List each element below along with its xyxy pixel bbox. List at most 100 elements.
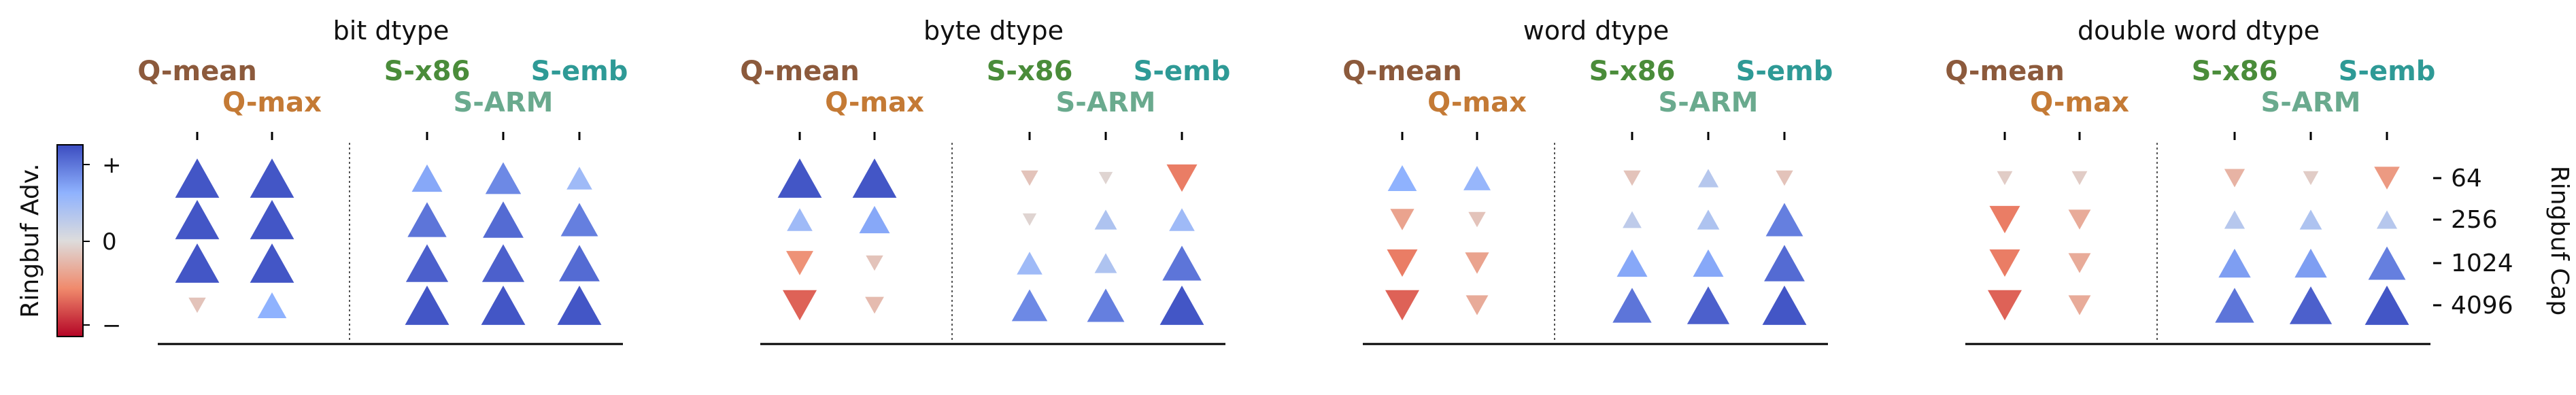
marker-up <box>405 244 449 282</box>
marker-up <box>566 167 592 190</box>
column-label: S-ARM <box>1659 87 1759 118</box>
marker-up <box>481 286 526 325</box>
marker-up <box>2289 286 2333 324</box>
marker-up <box>1387 165 1417 191</box>
y-tick-label: 1024 <box>2451 250 2513 277</box>
y-axis: Ringbuf Cap 64 256 1024 4096 <box>2433 165 2573 320</box>
column-label: S-ARM <box>1056 87 1156 118</box>
marker-up <box>405 286 450 325</box>
marker-up <box>859 205 890 234</box>
marker-down <box>2068 209 2091 230</box>
marker-down <box>188 297 206 313</box>
colorbar: + 0 − Ringbuf Adv. <box>16 144 122 339</box>
marker-down <box>786 251 813 275</box>
y-axis-label: Ringbuf Cap <box>2545 166 2573 316</box>
marker-up <box>1011 289 1048 322</box>
marker-down <box>1468 211 1486 228</box>
marker-up <box>1094 253 1117 273</box>
panel-title: double word dtype <box>2078 16 2320 46</box>
y-tick-label: 256 <box>2451 206 2498 234</box>
column-label: Q-mean <box>1945 56 2065 87</box>
marker-down <box>2374 167 2400 190</box>
marker-up <box>1616 249 1648 277</box>
column-label: S-emb <box>1134 56 1231 87</box>
marker-up <box>777 158 822 198</box>
colorbar-tick-label: 0 <box>102 228 117 256</box>
colorbar-tick-label: + <box>102 152 122 179</box>
marker-up <box>483 201 524 238</box>
colorbar-label: Ringbuf Adv. <box>16 163 44 317</box>
marker-up <box>175 243 220 283</box>
column-label: Q-max <box>1427 87 1527 118</box>
marker-down <box>1098 171 1113 185</box>
column-label: Q-max <box>222 87 322 118</box>
marker-up <box>787 208 813 231</box>
colorbar-tick-label: − <box>102 312 122 339</box>
marker-up <box>2294 248 2327 278</box>
column-label: S-emb <box>531 56 628 87</box>
marker-down <box>1776 170 1793 186</box>
marker-up <box>2215 288 2254 323</box>
marker-up <box>1159 286 1204 325</box>
marker-down <box>2303 171 2319 186</box>
marker-down <box>1989 249 2020 277</box>
column-label: S-emb <box>1736 56 1833 87</box>
marker-up <box>852 158 897 198</box>
marker-up <box>257 292 287 318</box>
marker-down <box>2224 169 2245 188</box>
marker-down <box>865 296 884 314</box>
marker-down <box>1387 249 1418 277</box>
marker-up <box>1169 208 1195 231</box>
column-label: S-emb <box>2339 56 2436 87</box>
panel-title: bit dtype <box>333 16 450 46</box>
marker-down <box>1465 252 1489 274</box>
y-tick-label: 64 <box>2451 165 2482 192</box>
marker-up <box>175 200 220 239</box>
marker-up <box>1094 209 1117 230</box>
marker-up <box>485 162 522 194</box>
column-label: Q-max <box>2030 87 2129 118</box>
marker-up <box>250 200 294 239</box>
marker-down <box>1997 171 2013 186</box>
marker-up <box>411 164 443 192</box>
marker-up <box>2299 209 2322 230</box>
marker-up <box>1693 249 1724 277</box>
marker-up <box>1687 286 1730 324</box>
marker-up <box>1762 286 1807 325</box>
marker-down <box>1021 170 1038 186</box>
marker-up <box>1697 209 1720 230</box>
marker-down <box>1989 205 2020 234</box>
marker-up <box>250 243 294 283</box>
marker-down <box>1166 164 1198 192</box>
marker-up <box>1764 245 1805 281</box>
column-label: Q-mean <box>740 56 860 87</box>
marker-up <box>481 244 525 282</box>
marker-up <box>560 203 598 237</box>
marker-up <box>1463 166 1491 190</box>
column-label: Q-mean <box>1342 56 1462 87</box>
marker-down <box>1022 213 1037 226</box>
marker-up <box>1162 245 1202 281</box>
marker-up <box>407 202 447 237</box>
column-label: S-x86 <box>1589 56 1676 87</box>
marker-up <box>250 158 294 198</box>
panels: bit dtypeQ-meanQ-maxS-x86S-ARMS-embbyte … <box>137 16 2436 345</box>
marker-up <box>2376 210 2398 229</box>
column-label: S-x86 <box>2192 56 2278 87</box>
marker-down <box>783 290 817 321</box>
column-label: Q-mean <box>137 56 257 87</box>
column-label: Q-max <box>825 87 924 118</box>
column-label: S-ARM <box>2261 87 2361 118</box>
marker-up <box>1765 203 1803 237</box>
marker-down <box>2071 171 2088 186</box>
y-tick-label: 4096 <box>2451 292 2513 320</box>
marker-up <box>559 245 600 281</box>
panel-title: word dtype <box>1523 16 1670 46</box>
panel-title: byte dtype <box>923 16 1064 46</box>
marker-up <box>2365 286 2409 325</box>
